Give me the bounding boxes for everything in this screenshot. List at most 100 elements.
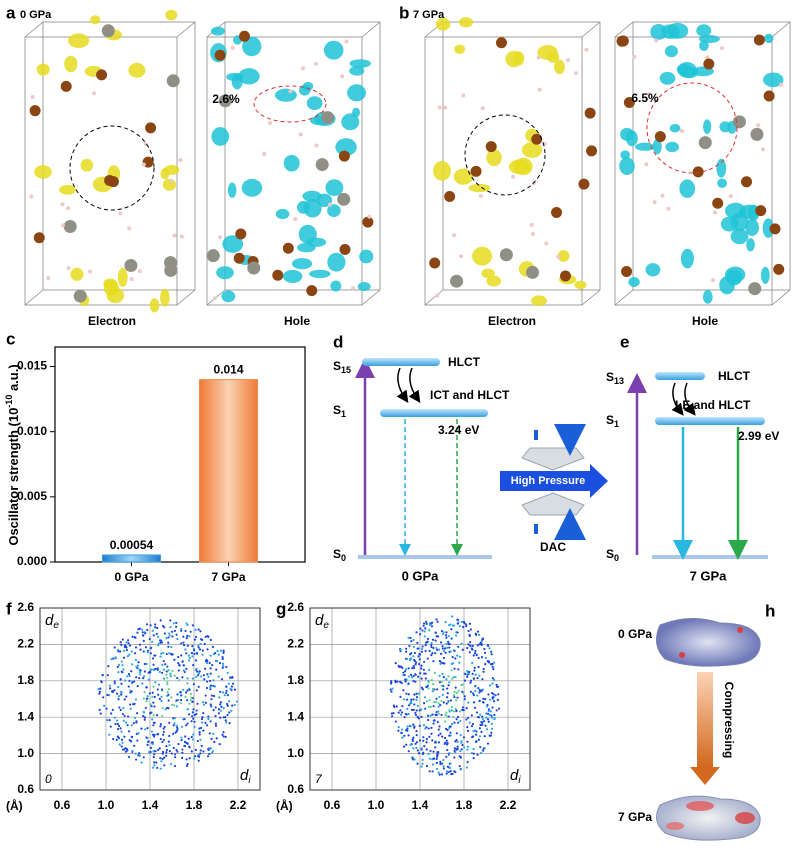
atom — [720, 46, 725, 51]
fingerprint-point — [177, 662, 180, 665]
fingerprint-point — [213, 694, 216, 698]
fingerprint-point — [481, 637, 484, 640]
axis-label-base: d — [510, 767, 519, 784]
fingerprint-point — [195, 712, 198, 716]
fingerprint-point — [459, 719, 462, 723]
fingerprint-point — [228, 711, 231, 714]
fingerprint-point — [205, 680, 209, 683]
fingerprint-point — [195, 709, 198, 712]
state-base: S — [606, 370, 614, 384]
fingerprint-point — [202, 750, 205, 753]
fingerprint-point — [142, 715, 145, 718]
fingerprint-point — [165, 751, 168, 754]
fingerprint-point — [481, 688, 484, 691]
fingerprint-point — [219, 703, 222, 706]
fingerprint-point — [404, 680, 407, 683]
fingerprint-point — [466, 675, 469, 679]
fingerprint-point — [195, 652, 199, 655]
fingerprint-point — [456, 696, 459, 699]
fingerprint-point — [481, 717, 485, 721]
density-lobe — [103, 279, 119, 297]
density-lobe — [746, 238, 755, 252]
pressure-label: 0 GPa — [20, 9, 52, 21]
fingerprint-point — [443, 736, 447, 740]
fingerprint-point — [188, 688, 191, 691]
fingerprint-point — [225, 721, 228, 724]
density-lobe — [330, 280, 342, 292]
fingerprint-point — [448, 681, 451, 684]
fingerprint-point — [410, 708, 414, 711]
fingerprint-point — [431, 770, 434, 773]
fingerprint-point — [485, 712, 488, 715]
fingerprint-point — [195, 667, 198, 670]
fingerprint-point — [419, 672, 422, 675]
fingerprint-point — [455, 699, 458, 702]
fingerprint-point — [198, 670, 201, 673]
fingerprint-point — [204, 667, 207, 670]
fingerprint-point — [435, 761, 438, 765]
x-tick-label: 0 GPa — [114, 570, 148, 584]
contact-spot — [737, 627, 743, 633]
fingerprint-point — [222, 707, 225, 710]
fingerprint-point — [444, 713, 447, 717]
fingerprint-point — [159, 723, 163, 726]
fingerprint-point — [225, 685, 228, 688]
fingerprint-point — [454, 686, 457, 689]
density-lobe — [433, 161, 451, 181]
atom — [73, 289, 87, 303]
fingerprint-point — [150, 646, 153, 649]
fingerprint-point — [447, 715, 450, 718]
fingerprint-point — [421, 752, 424, 756]
fingerprint-point — [461, 690, 464, 693]
fingerprint-point — [484, 724, 487, 727]
fingerprint-point — [487, 720, 490, 723]
atom — [314, 143, 319, 148]
x-tick-label: 7 GPa — [211, 570, 245, 584]
press-arrow — [534, 430, 570, 440]
fingerprint-point — [183, 744, 187, 748]
fingerprint-point — [168, 634, 171, 637]
density-lobe — [719, 276, 735, 295]
atom — [705, 55, 710, 60]
fingerprint-point — [141, 628, 144, 631]
fingerprint-point — [460, 642, 463, 645]
fingerprint-point — [219, 701, 222, 704]
density-lobe — [677, 62, 697, 78]
fingerprint-point — [427, 752, 430, 756]
fingerprint-point — [481, 678, 484, 681]
fingerprint-point — [415, 661, 418, 664]
highlight — [253, 85, 327, 123]
fingerprint-point — [161, 757, 164, 761]
y-tick-label: 2.6 — [287, 600, 304, 614]
y-tick-label: 0.015 — [17, 359, 47, 373]
atom — [578, 178, 590, 190]
unit-cell-edge — [614, 21, 634, 38]
fingerprint-point — [142, 650, 145, 653]
fingerprint-point — [199, 642, 202, 646]
fingerprint-point — [397, 664, 400, 667]
fingerprint-point — [482, 749, 485, 752]
fingerprint-point — [209, 672, 212, 675]
fingerprint-point — [141, 631, 144, 634]
fingerprint-point — [189, 699, 192, 702]
atom — [556, 254, 561, 259]
atom — [143, 142, 148, 147]
atom — [293, 217, 298, 222]
fingerprint-point — [205, 662, 209, 665]
fingerprint-point — [169, 619, 172, 622]
fingerprint-point — [469, 644, 472, 647]
fingerprint-point — [149, 712, 152, 715]
relax-arrow — [408, 367, 421, 403]
density-lobe — [242, 36, 262, 57]
density-lobe — [619, 157, 635, 176]
fingerprint-point — [477, 687, 480, 690]
fingerprint-point — [235, 700, 239, 703]
fingerprint-point — [120, 693, 123, 696]
fingerprint-point — [181, 756, 184, 759]
density-lobe — [669, 124, 681, 133]
fingerprint-point — [417, 655, 420, 658]
fingerprint-point — [134, 752, 137, 755]
unit-cell-edge — [614, 289, 634, 306]
fingerprint-point — [392, 704, 395, 707]
fingerprint-point — [152, 634, 155, 637]
